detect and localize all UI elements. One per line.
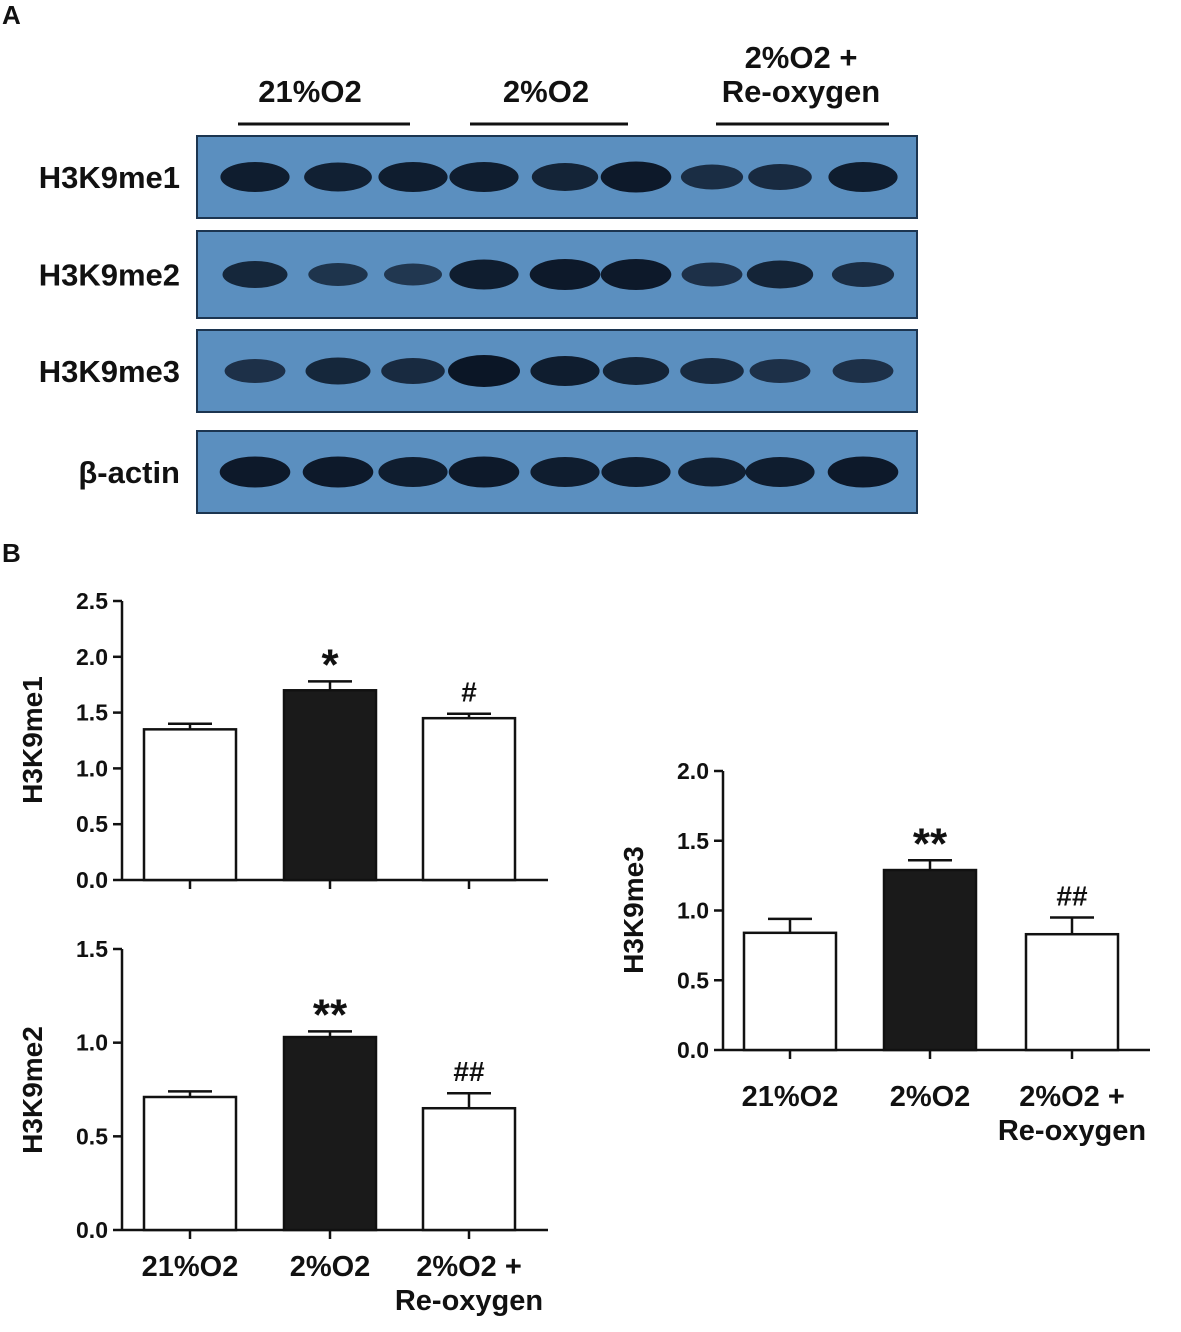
y-tick-label: 0.0 xyxy=(677,1037,709,1063)
y-tick-label: 0.5 xyxy=(677,967,709,993)
chart-h3k9me1: 0.0 0.5 1.0 1.5 2.0 2.5 H3K9me1 * # xyxy=(17,588,548,893)
y-tick-label: 0.5 xyxy=(76,811,108,837)
blot-band xyxy=(302,456,374,488)
y-axis-label: H3K9me2 xyxy=(17,1026,48,1154)
y-tick-label: 0.5 xyxy=(76,1123,108,1149)
bar xyxy=(421,716,517,882)
blot-band xyxy=(601,457,671,487)
blot-group-label: 21%O2 xyxy=(258,74,361,109)
blot-band xyxy=(448,456,520,488)
blot-band xyxy=(600,259,672,290)
blot-band xyxy=(832,359,894,383)
blot-band xyxy=(748,164,812,190)
blot-band xyxy=(222,261,288,288)
blot-band xyxy=(529,259,601,290)
y-tick-label: 0.0 xyxy=(76,867,108,893)
chart-h3k9me2: 0.0 0.5 1.0 1.5 H3K9me2 21%O2 ** 2%O2 ## 2%O2 +Re… xyxy=(17,936,548,1317)
significance-marker: # xyxy=(461,677,477,708)
blot-band xyxy=(530,356,600,386)
blot-band xyxy=(449,259,519,290)
blot-group-label: 2%O2 xyxy=(503,74,589,109)
blot-row-label: H3K9me2 xyxy=(39,258,180,293)
significance-marker: ## xyxy=(453,1056,485,1087)
bar xyxy=(742,931,838,1052)
blot-band xyxy=(449,162,519,192)
panel-b-letter: B xyxy=(2,538,21,568)
x-tick-label: Re-oxygen xyxy=(395,1285,543,1317)
chart-h3k9me3: 0.0 0.5 1.0 1.5 2.0 H3K9me3 21%O2 ** 2%O2 ## 2%O2 … xyxy=(618,758,1150,1147)
blot-band xyxy=(749,359,811,383)
blot-band xyxy=(678,457,746,487)
y-tick-label: 1.5 xyxy=(677,828,709,854)
blot-row-label: H3K9me1 xyxy=(39,160,180,195)
blot-band xyxy=(827,456,899,488)
bar xyxy=(282,689,378,882)
bar xyxy=(1024,932,1120,1052)
y-tick-label: 1.0 xyxy=(76,1030,108,1056)
blot-band xyxy=(600,161,672,193)
x-tick-label: Re-oxygen xyxy=(998,1115,1146,1147)
significance-marker: ## xyxy=(1056,880,1088,911)
x-tick-label: 2%O2 + xyxy=(416,1251,522,1283)
y-tick-label: 1.5 xyxy=(76,936,108,962)
blot-band xyxy=(530,457,600,487)
blot-band xyxy=(220,162,290,192)
blot-row-label: H3K9me3 xyxy=(39,354,180,389)
blot-band xyxy=(219,456,291,488)
y-axis-label: H3K9me1 xyxy=(17,676,48,804)
y-tick-label: 2.5 xyxy=(76,588,108,614)
blot-band xyxy=(745,457,815,487)
blot-group-label: 2%O2 + xyxy=(745,40,858,75)
significance-marker: * xyxy=(321,640,339,689)
bar xyxy=(142,728,238,882)
blot-band xyxy=(381,358,445,384)
y-tick-label: 1.5 xyxy=(76,700,108,726)
significance-marker: ** xyxy=(313,990,348,1039)
blot-row-label: β-actin xyxy=(78,455,180,490)
blot-band xyxy=(680,358,744,384)
blot-band xyxy=(448,355,520,387)
y-tick-label: 1.0 xyxy=(677,898,709,924)
blot-band xyxy=(828,162,898,192)
blot-group-label: Re-oxygen xyxy=(722,74,880,109)
panel-a-letter: A xyxy=(2,0,21,30)
blot-band xyxy=(831,262,895,287)
bar xyxy=(282,1035,378,1232)
blot-band xyxy=(378,162,448,192)
blot-band xyxy=(681,262,743,287)
bar xyxy=(142,1095,238,1232)
x-tick-label: 21%O2 xyxy=(142,1251,239,1283)
blot-band xyxy=(378,457,448,487)
y-tick-label: 2.0 xyxy=(76,644,108,670)
x-tick-label: 2%O2 xyxy=(890,1081,971,1113)
bar xyxy=(882,868,978,1052)
y-tick-label: 1.0 xyxy=(76,755,108,781)
y-tick-label: 2.0 xyxy=(677,758,709,784)
significance-marker: ** xyxy=(913,819,948,868)
western-blot: 21%O2 2%O2 2%O2 +Re-oxygen H3K9me1 H3K9me2 H3… xyxy=(39,40,918,514)
blot-band xyxy=(308,263,368,286)
y-tick-label: 0.0 xyxy=(76,1217,108,1243)
bar xyxy=(421,1106,517,1232)
x-tick-label: 2%O2 xyxy=(290,1251,371,1283)
blot-band xyxy=(224,359,286,383)
blot-band xyxy=(680,164,744,190)
blot-band xyxy=(746,260,814,289)
x-tick-label: 2%O2 + xyxy=(1019,1081,1125,1113)
x-tick-label: 21%O2 xyxy=(742,1081,839,1113)
blot-band xyxy=(384,263,442,286)
blot-band xyxy=(531,163,599,191)
y-axis-label: H3K9me3 xyxy=(618,846,649,974)
blot-band xyxy=(305,357,371,385)
blot-band xyxy=(602,357,670,385)
blot-band xyxy=(304,162,372,192)
